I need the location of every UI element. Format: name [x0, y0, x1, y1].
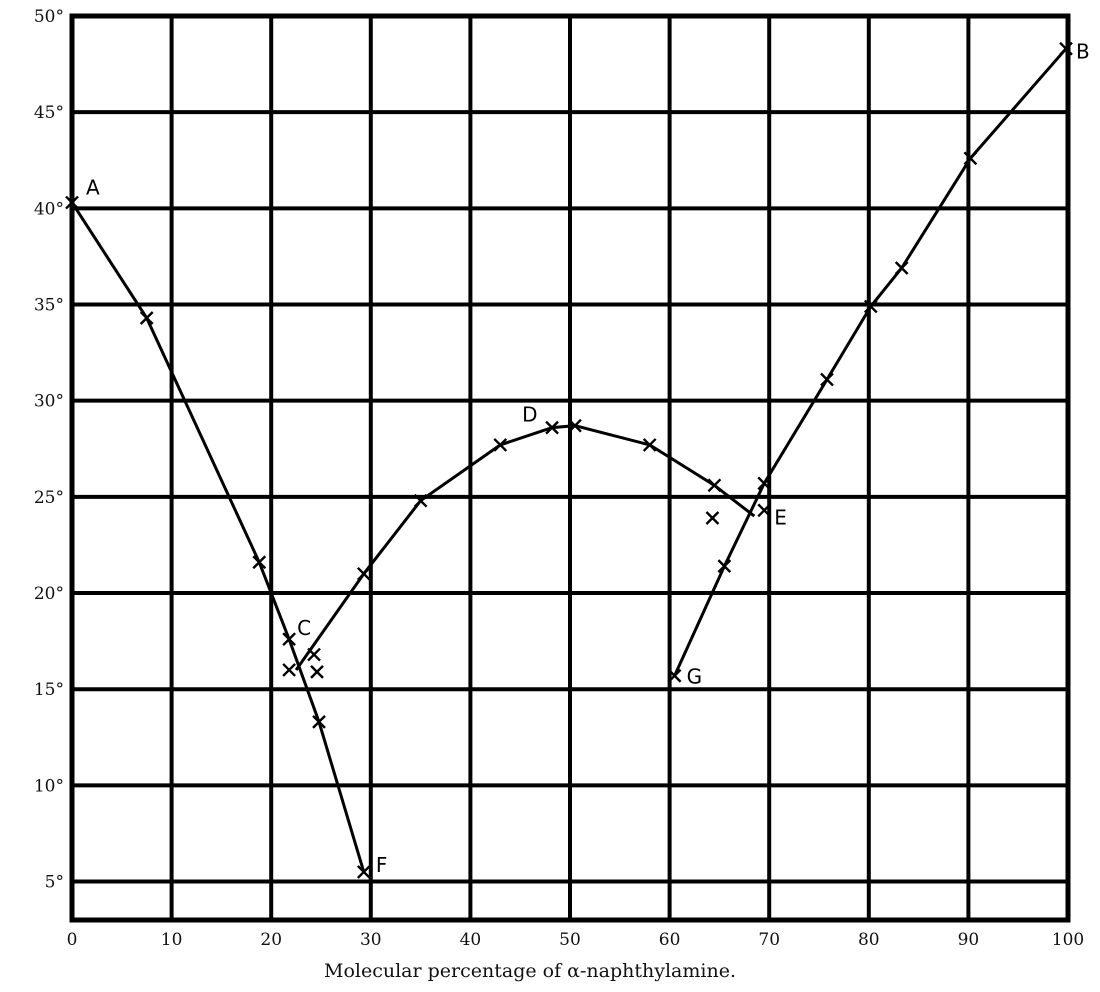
- data-point-marker: [757, 476, 772, 491]
- data-point-marker: [757, 503, 772, 518]
- x-tick-label: 0: [67, 930, 78, 950]
- y-tick-label: 5°: [45, 873, 64, 893]
- y-tick-label: 15°: [34, 680, 64, 700]
- point-label-g: G: [687, 665, 703, 689]
- data-point-marker: [707, 478, 722, 493]
- data-point-marker: [667, 668, 682, 683]
- point-label-a: A: [86, 176, 100, 200]
- data-point-marker: [310, 665, 324, 679]
- y-tick-label: 30°: [34, 392, 64, 412]
- y-tick-label: 25°: [34, 488, 64, 508]
- x-tick-label: 10: [161, 930, 183, 950]
- data-point-marker: [282, 632, 296, 647]
- data-point-marker: [642, 438, 657, 452]
- x-tick-label: 60: [659, 930, 681, 950]
- y-tick-label: 20°: [34, 584, 64, 604]
- data-point-marker: [356, 566, 371, 581]
- x-axis-label: Molecular percentage of α-naphthylamine.: [324, 960, 736, 982]
- point-label-b: B: [1076, 40, 1090, 64]
- data-point-marker: [717, 559, 732, 573]
- series-line: [673, 47, 1068, 677]
- data-point-marker: [413, 493, 428, 508]
- series-line: [294, 424, 756, 671]
- data-point-marker: [493, 438, 508, 452]
- x-tick-label: 80: [858, 930, 880, 950]
- point-labels: A B C D E F G: [86, 40, 1090, 877]
- plot-frame: [69, 13, 1071, 923]
- point-label-f: F: [376, 853, 388, 877]
- x-tick-label: 50: [559, 930, 581, 950]
- point-label-d: D: [522, 403, 537, 427]
- data-point-marker: [545, 420, 559, 435]
- x-tick-label: 40: [460, 930, 482, 950]
- data-point-marker: [568, 418, 582, 433]
- x-tick-labels: 0 10 20 30 40 50 60 70 80 90 100: [67, 930, 1085, 950]
- point-label-c: C: [297, 616, 311, 640]
- y-tick-labels: 5° 10° 15° 20° 25° 30° 35° 40° 45° 50°: [34, 7, 64, 893]
- x-tick-label: 30: [360, 930, 382, 950]
- data-point-marker: [356, 865, 371, 879]
- data-point-marker: [963, 151, 978, 166]
- data-markers: [65, 41, 1073, 879]
- grid: [72, 16, 1068, 920]
- x-tick-label: 100: [1052, 930, 1084, 950]
- data-point-marker: [312, 715, 326, 729]
- data-point-marker: [1059, 41, 1073, 56]
- y-tick-label: 50°: [34, 7, 64, 27]
- data-point-marker: [894, 261, 909, 275]
- y-tick-label: 10°: [34, 776, 64, 796]
- point-label-e: E: [774, 505, 787, 529]
- data-point-marker: [282, 663, 296, 677]
- y-tick-label: 35°: [34, 296, 64, 316]
- y-tick-label: 40°: [34, 199, 64, 219]
- data-point-marker: [307, 647, 321, 662]
- x-tick-label: 20: [260, 930, 282, 950]
- data-point-marker: [863, 299, 878, 314]
- y-tick-label: 45°: [34, 103, 64, 123]
- x-tick-label: 90: [958, 930, 980, 950]
- x-tick-label: 70: [758, 930, 780, 950]
- data-point-marker: [65, 195, 79, 210]
- data-point-marker: [705, 511, 720, 525]
- data-point-marker: [252, 555, 267, 570]
- data-point-marker: [139, 311, 154, 325]
- data-point-marker: [820, 372, 834, 387]
- series-line: [70, 201, 366, 873]
